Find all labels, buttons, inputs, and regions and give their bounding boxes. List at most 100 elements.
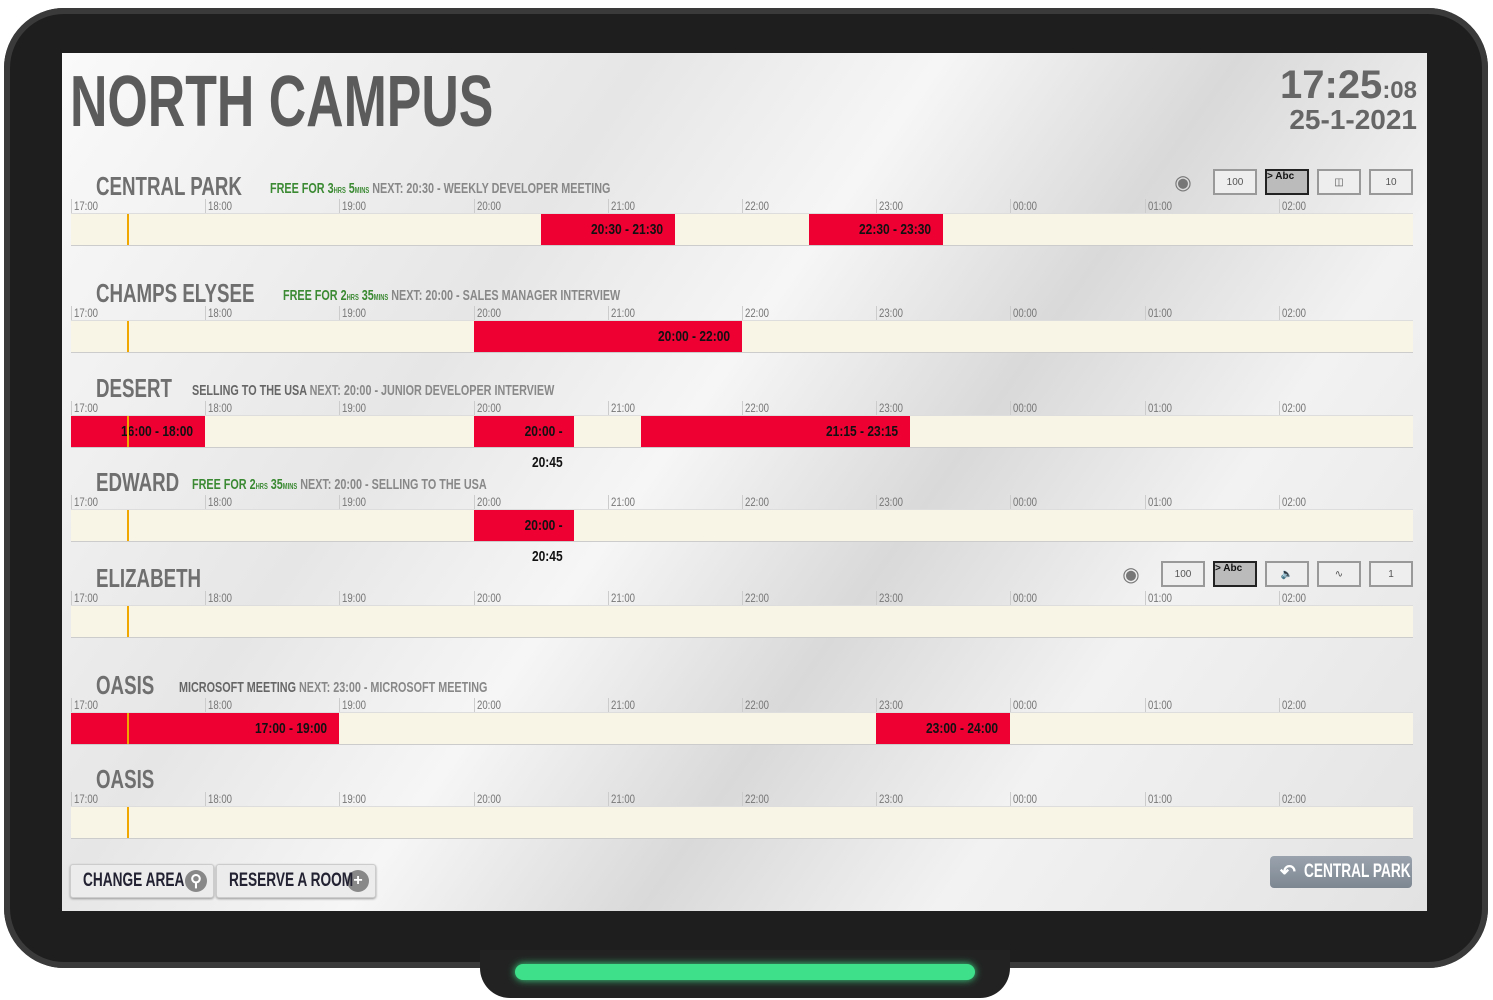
booking-block[interactable]: 20:30 - 21:30 [540,214,675,245]
clock-date: 25-1-2021 [1289,104,1417,135]
hour-tick: 17:00 [71,199,104,215]
search-icon: ⚲ [185,870,207,892]
booking-block[interactable]: 20:00 - 22:00 [473,321,742,352]
hour-tick: 19:00 [339,591,372,607]
hour-tick: 02:00 [1278,698,1312,714]
booking-block[interactable]: 23:00 - 24:00 [876,713,1011,744]
hour-tick: 22:00 [742,698,775,714]
next-meeting: NEXT: 20:00 - SELLING TO THE USA [300,476,487,493]
next-meeting: NEXT: 20:00 - JUNIOR DEVELOPER INTERVIEW [309,382,555,399]
whiteboard-icon: 100 [1161,561,1205,587]
hour-tick: 02:00 [1278,306,1312,322]
change-area-button[interactable]: CHANGE AREA ⚲ [70,864,214,898]
amenities: ◉ 100 > Abc 🔈 ∿ 1 [1109,561,1413,587]
next-meeting: NEXT: 20:30 - WEEKLY DEVELOPER MEETING [372,180,611,197]
room-row[interactable]: CENTRAL PARK FREE FOR 3HRS 5MINS NEXT: 20… [62,169,1427,271]
room-status: FREE FOR 3HRS 5MINS NEXT: 20:30 - WEEKLY… [270,180,743,197]
room-timeline[interactable] [71,806,1413,839]
hour-tick: 18:00 [205,792,238,808]
hour-tick: 00:00 [1010,306,1043,322]
status-led [515,964,975,980]
back-room-label: CENTRAL PARK [1303,861,1411,882]
room-row[interactable]: OASIS MICROSOFT MEETING NEXT: 23:00 - MIC… [62,670,1427,770]
room-row[interactable]: CHAMPS ELYSEE FREE FOR 2HRS 35MINS NEXT: … [62,278,1427,378]
hour-tick: 22:00 [742,401,775,417]
projector-icon: ◉ [1122,563,1140,586]
hour-tick: 23:00 [876,495,909,511]
change-area-label: CHANGE AREA [83,870,185,891]
hour-tick: 20:00 [473,199,507,215]
hour-tick: 22:00 [742,306,775,322]
hour-tick: 17:00 [71,495,104,511]
hour-tick: 19:00 [339,792,372,808]
hour-tick: 19:00 [339,495,372,511]
room-row[interactable]: OASIS 17:00 18:00 19:00 20:00 21:00 22:00 23:00… [62,764,1427,864]
hour-tick: 17:00 [71,591,104,607]
hour-tick: 02:00 [1278,495,1312,511]
plus-icon: + [347,870,369,892]
room-name: CHAMPS ELYSEE [96,278,255,308]
hour-tick: 23:00 [876,591,909,607]
hour-tick: 23:00 [876,199,909,215]
booking-block[interactable]: 20:00 - 20:45 [473,416,575,471]
hour-tick: 17:00 [71,401,104,417]
hour-tick: 18:00 [205,591,238,607]
free-duration: FREE FOR 2HRS 35MINS [283,287,389,304]
hour-tick: 19:00 [339,401,372,417]
room-timeline[interactable]: 20:00 - 22:00 [71,320,1413,353]
room-row[interactable]: EDWARD FREE FOR 2HRS 35MINS NEXT: 20:00 -… [62,467,1427,567]
hour-tick: 21:00 [607,401,641,417]
screen-icon: > Abc [1213,561,1257,587]
hour-tick: 21:00 [607,495,641,511]
current-time-line [126,214,129,245]
booking-block[interactable]: 22:30 - 23:30 [809,214,944,245]
room-timeline[interactable]: 16:00 - 18:00 20:00 - 20:45 21:15 - 23:15 [71,415,1413,471]
hour-tick: 23:00 [876,792,909,808]
hour-tick: 19:00 [339,199,372,215]
hour-tick: 01:00 [1144,306,1178,322]
hour-tick: 01:00 [1144,591,1178,607]
hour-tick: 21:00 [607,698,641,714]
hour-tick: 20:00 [473,495,507,511]
title-text: NORTH CAMPUS [70,62,494,142]
hour-tick: 18:00 [205,199,238,215]
free-duration: FREE FOR 2HRS 35MINS [192,476,298,493]
hour-tick: 18:00 [205,306,238,322]
clock: 17:25:08 25-1-2021 [1280,63,1417,136]
hour-tick: 17:00 [71,792,104,808]
hour-tick: 21:00 [607,792,641,808]
wifi-icon: ∿ [1317,561,1361,587]
hour-tick: 01:00 [1144,698,1178,714]
hour-tick: 20:00 [473,792,507,808]
booking-block[interactable]: 21:15 - 23:15 [641,416,910,447]
room-timeline[interactable] [71,605,1413,638]
room-timeline[interactable]: 20:30 - 21:30 22:30 - 23:30 [71,213,1413,246]
hour-tick: 19:00 [339,698,372,714]
hour-tick: 19:00 [339,306,372,322]
room-row[interactable]: DESERT SELLING TO THE USA NEXT: 20:00 - J… [62,373,1427,473]
hour-tick: 22:00 [742,591,775,607]
back-to-room-button[interactable]: ↶ CENTRAL PARK [1270,856,1412,888]
hour-tick: 01:00 [1144,199,1178,215]
hour-tick: 02:00 [1278,199,1312,215]
room-row[interactable]: ELIZABETH 17:00 18:00 19:00 20:00 21:00 22:00 2… [62,561,1427,663]
hour-tick: 21:00 [607,306,641,322]
reserve-room-label: RESERVE A ROOM [229,870,354,891]
booking-block[interactable]: 20:00 - 20:45 [473,510,575,565]
hour-tick: 20:00 [473,401,507,417]
room-timeline[interactable]: 20:00 - 20:45 [71,509,1413,565]
hour-tick: 02:00 [1278,591,1312,607]
clock-seconds: :08 [1382,77,1417,104]
booking-block[interactable]: 17:00 - 19:00 [71,713,340,744]
page-title: NORTH CAMPUS [70,61,658,143]
booking-block[interactable]: 16:00 - 18:00 [71,416,206,447]
hour-tick: 23:00 [876,698,909,714]
hour-tick: 00:00 [1010,495,1043,511]
capacity-icon: 1 [1369,561,1413,587]
hour-tick: 22:00 [742,199,775,215]
hour-tick: 00:00 [1010,698,1043,714]
room-timeline[interactable]: 17:00 - 19:00 23:00 - 24:00 [71,712,1413,745]
hour-tick: 00:00 [1010,199,1043,215]
projector-icon: ◉ [1174,171,1192,194]
reserve-room-button[interactable]: RESERVE A ROOM + [216,864,376,898]
